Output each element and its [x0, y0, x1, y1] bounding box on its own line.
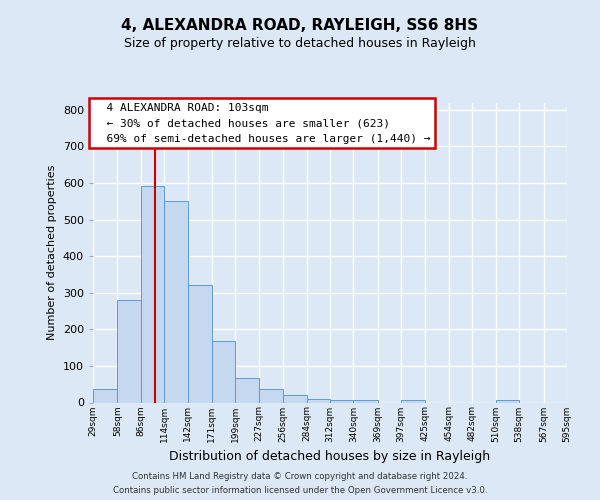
Bar: [307, 399, 330, 402]
Text: Size of property relative to detached houses in Rayleigh: Size of property relative to detached ho…: [124, 38, 476, 51]
Bar: [141, 186, 164, 402]
Text: 4, ALEXANDRA ROAD, RAYLEIGH, SS6 8HS: 4, ALEXANDRA ROAD, RAYLEIGH, SS6 8HS: [121, 18, 479, 32]
Text: Contains public sector information licensed under the Open Government Licence v3: Contains public sector information licen…: [113, 486, 487, 495]
Bar: [212, 341, 235, 402]
Bar: [496, 400, 519, 402]
Bar: [235, 378, 259, 402]
Bar: [330, 400, 353, 402]
Bar: [188, 286, 212, 403]
Bar: [164, 202, 188, 402]
Bar: [259, 389, 283, 402]
Bar: [283, 395, 307, 402]
Text: 4 ALEXANDRA ROAD: 103sqm
  ← 30% of detached houses are smaller (623)
  69% of s: 4 ALEXANDRA ROAD: 103sqm ← 30% of detach…: [93, 102, 431, 144]
Text: Contains HM Land Registry data © Crown copyright and database right 2024.: Contains HM Land Registry data © Crown c…: [132, 472, 468, 481]
Bar: [117, 300, 141, 402]
Bar: [93, 389, 117, 402]
Bar: [401, 400, 425, 402]
X-axis label: Distribution of detached houses by size in Rayleigh: Distribution of detached houses by size …: [169, 450, 491, 463]
Y-axis label: Number of detached properties: Number of detached properties: [47, 165, 57, 340]
Bar: [353, 400, 378, 402]
